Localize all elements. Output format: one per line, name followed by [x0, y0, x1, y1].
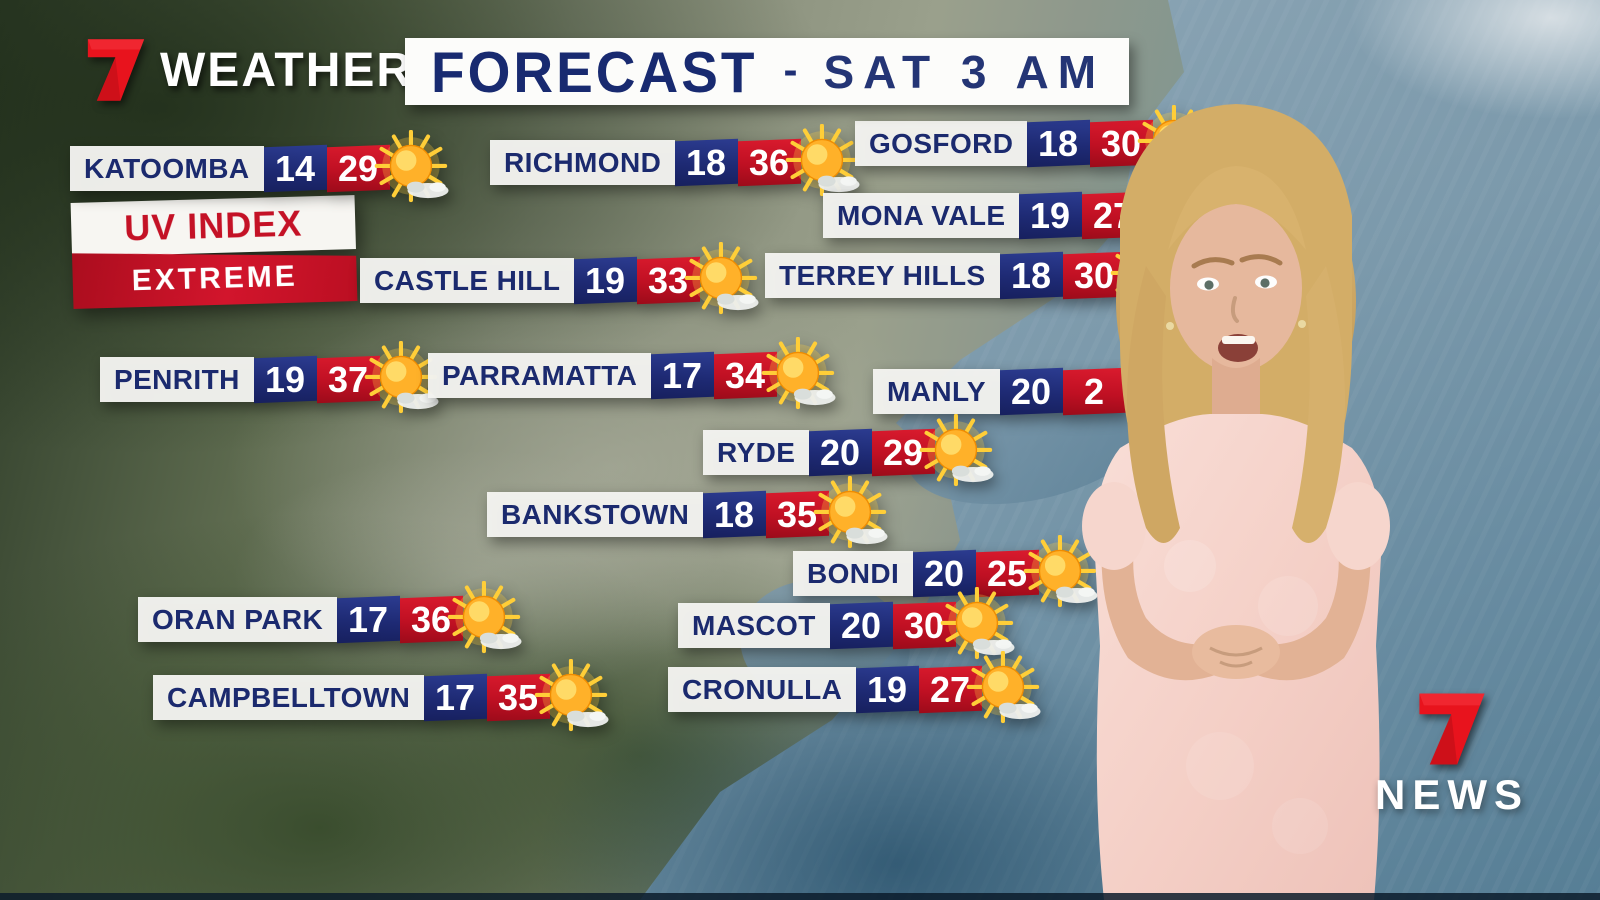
seven-logo-icon: [87, 39, 145, 101]
presenter-face: [1170, 204, 1302, 372]
location-label: BANKSTOWN: [487, 492, 704, 537]
location-label: BONDI: [793, 551, 914, 596]
presenter-sleeve-right: [1326, 482, 1390, 570]
presenter-brow-right: [1239, 254, 1283, 266]
presenter-teeth: [1222, 336, 1255, 344]
presenter-earring-right: [1298, 320, 1306, 328]
max-temp: 35: [766, 490, 830, 539]
location-row: PENRITH 19 37: [100, 340, 439, 414]
uv-index-panel: UV INDEX EXTREME: [70, 195, 358, 309]
max-temp: 25: [976, 549, 1040, 598]
min-temp: 18: [675, 138, 739, 187]
location-row: MANLY 20 2: [873, 367, 1126, 416]
location-row: BANKSTOWN 18 35: [487, 475, 888, 549]
location-row: RYDE 20 29: [703, 413, 994, 487]
location-row: MASCOT 20 30: [678, 586, 1015, 660]
header-separator: -: [783, 45, 798, 93]
location-row: PARRAMATTA 17 34: [428, 336, 836, 410]
max-temp: 33: [637, 256, 701, 305]
header-datetime: SAT 3 AM: [823, 45, 1106, 98]
min-temp: 17: [651, 351, 715, 400]
seven-logo-icon: [1419, 693, 1485, 765]
presenter-brow-left: [1191, 257, 1235, 269]
presenter-fringe: [1168, 166, 1306, 250]
presenter-nose: [1230, 296, 1239, 323]
location-label: CAMPBELLTOWN: [153, 675, 425, 720]
min-temp: 20: [809, 428, 873, 477]
max-temp: 34: [714, 351, 778, 400]
header-title: FORECAST: [431, 39, 758, 104]
presenter-iris-right: [1260, 278, 1270, 288]
presenter-arm-left: [1101, 541, 1218, 681]
min-temp: 20: [829, 601, 893, 650]
min-temp: 20: [913, 549, 977, 598]
presenter-hair-strand-left: [1127, 266, 1180, 543]
location-row: CASTLE HILL 19 33: [360, 241, 759, 315]
min-temp: 19: [574, 256, 638, 305]
presenter-neck: [1212, 358, 1260, 426]
uv-index-title: UV INDEX: [70, 195, 356, 257]
location-label: MONA VALE: [823, 193, 1020, 238]
dress-lace-texture: [1272, 798, 1328, 854]
forecast-header: FORECAST - SAT 3 AM: [405, 38, 1129, 105]
location-label: CASTLE HILL: [360, 258, 575, 303]
news-label: NEWS: [1375, 771, 1529, 818]
location-label: CRONULLA: [668, 667, 857, 712]
channel-weather-logo: WEATHER: [84, 34, 413, 106]
location-label: KATOOMBA: [70, 146, 264, 191]
location-label: ORAN PARK: [138, 597, 338, 642]
presenter-hair-strand-right: [1292, 266, 1345, 543]
max-temp: 29: [326, 144, 390, 193]
max-temp: 35: [487, 673, 551, 722]
location-label: MANLY: [873, 369, 1000, 414]
max-temp: 36: [738, 138, 802, 187]
location-label: TERREY HILLS: [765, 253, 1000, 298]
dress-lace-texture: [1258, 576, 1318, 636]
max-temp: 37: [316, 355, 380, 404]
location-label: PENRITH: [100, 357, 254, 402]
min-temp: 19: [856, 665, 920, 714]
location-row: RICHMOND 18 36: [490, 123, 860, 197]
max-temp: 30: [892, 601, 956, 650]
max-temp: 27: [919, 665, 983, 714]
presenter-hands-clasped: [1192, 625, 1280, 679]
min-temp: 17: [337, 595, 401, 644]
presenter-arm-right: [1254, 541, 1371, 681]
dress-lace-texture: [1164, 540, 1216, 592]
presenter-sleeve-left: [1082, 482, 1146, 570]
location-label: MASCOT: [678, 603, 830, 648]
location-label: RYDE: [703, 430, 810, 475]
min-temp: 14: [263, 144, 327, 193]
location-row: BONDI 20 25: [793, 534, 1098, 608]
presenter-earring-left: [1166, 322, 1174, 330]
presenter-fingers: [1209, 646, 1263, 668]
location-label: RICHMOND: [490, 140, 676, 185]
channel-news-logo: NEWS: [1352, 688, 1552, 819]
location-label: GOSFORD: [855, 121, 1028, 166]
min-temp: 17: [424, 673, 488, 722]
min-temp: 19: [253, 355, 317, 404]
max-temp: 36: [400, 595, 464, 644]
location-row: CAMPBELLTOWN 17 35: [153, 658, 609, 732]
location-label: PARRAMATTA: [428, 353, 652, 398]
location-row: KATOOMBA 14 29: [70, 129, 449, 203]
presenter-iris-left: [1204, 280, 1214, 290]
frame-bottom-edge: [0, 893, 1600, 900]
brand-label: WEATHER: [160, 43, 414, 97]
location-row: CRONULLA 19 27: [668, 650, 1041, 724]
dress-lace-texture: [1186, 732, 1254, 800]
max-temp: 29: [872, 428, 936, 477]
min-temp: 18: [703, 490, 767, 539]
location-row: ORAN PARK 17 36: [138, 580, 522, 654]
